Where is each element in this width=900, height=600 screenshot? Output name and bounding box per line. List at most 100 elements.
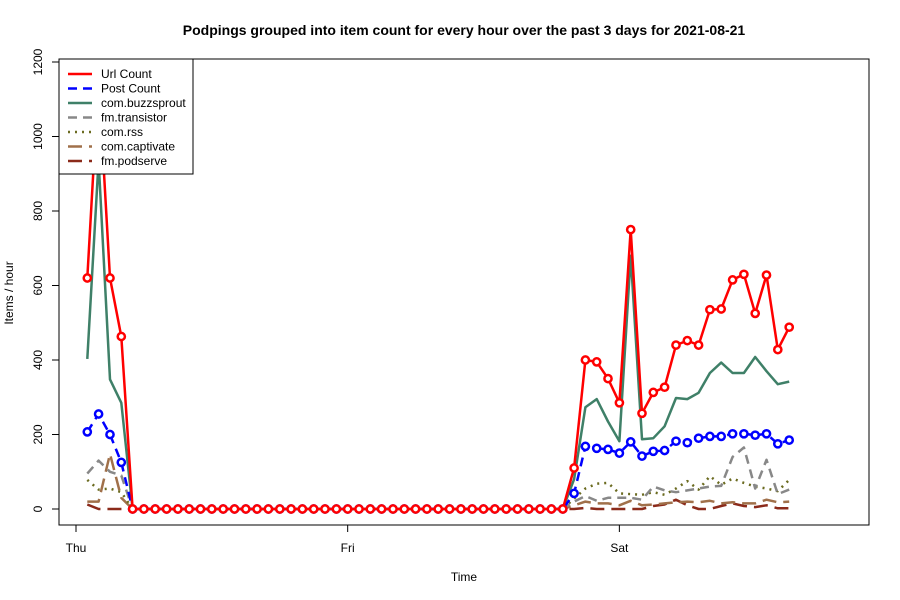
data-point (116, 457, 127, 468)
data-point (184, 504, 195, 514)
data-point (569, 463, 579, 473)
data-point (365, 504, 376, 514)
series-layer (82, 73, 795, 514)
data-point (501, 504, 512, 514)
data-point (750, 308, 761, 319)
data-point (546, 504, 557, 514)
data-point (750, 430, 761, 441)
data-point (637, 408, 647, 419)
data-point (150, 504, 161, 514)
data-point (354, 504, 364, 514)
data-point (727, 428, 738, 439)
series-com-buzzsprout (86, 159, 790, 511)
data-point (433, 504, 444, 514)
data-point (591, 443, 602, 454)
y-tick-label: 600 (31, 275, 45, 295)
legend-label: com.buzzsprout (101, 96, 186, 110)
y-tick-label: 1000 (31, 123, 45, 150)
series-post-count (82, 409, 795, 514)
data-point (761, 270, 772, 280)
data-point (648, 446, 659, 457)
legend-label: com.captivate (101, 140, 175, 154)
data-point (331, 504, 342, 514)
data-point (682, 335, 693, 346)
data-point (127, 504, 138, 514)
legend-label: Url Count (101, 67, 152, 81)
data-point (557, 504, 568, 514)
data-point (580, 355, 591, 365)
data-point (603, 373, 613, 384)
data-point (739, 269, 749, 280)
data-point (784, 435, 795, 445)
data-point (580, 441, 591, 452)
x-tick-label: Fri (341, 541, 355, 555)
data-point (671, 340, 681, 350)
data-point (388, 504, 398, 514)
data-point (772, 344, 783, 355)
legend-box (58, 58, 194, 175)
legend-label: com.rss (101, 125, 143, 139)
x-axis: Thu Fri Sat (66, 524, 629, 555)
data-point (705, 304, 715, 315)
data-point (206, 504, 217, 514)
data-point (772, 438, 783, 449)
data-point (784, 322, 795, 333)
data-point (173, 504, 183, 514)
x-tick-label: Thu (66, 541, 87, 555)
data-point (659, 445, 670, 456)
series-fm-transistor (86, 446, 790, 511)
data-point (523, 504, 534, 514)
data-point (229, 504, 240, 514)
y-tick-label: 1200 (31, 48, 45, 75)
data-point (467, 504, 478, 514)
y-tick-label: 200 (31, 424, 45, 444)
chart-title: Podpings grouped into item count for eve… (183, 22, 746, 38)
data-point (263, 504, 274, 514)
data-point (603, 444, 613, 455)
series-url-count (82, 73, 795, 514)
data-point (761, 428, 772, 439)
data-point (716, 431, 727, 442)
series-line (87, 452, 790, 511)
data-point (139, 504, 149, 514)
data-point (218, 504, 229, 514)
series-line (86, 446, 790, 511)
data-point (625, 224, 636, 235)
series-com-captivate (87, 452, 790, 511)
data-point (614, 448, 625, 458)
data-point (82, 427, 93, 437)
data-point (727, 275, 738, 285)
data-point (705, 431, 715, 442)
data-point (716, 304, 727, 314)
series-line (86, 159, 790, 511)
data-point (240, 504, 251, 514)
legend-label: fm.podserve (101, 154, 167, 168)
data-point (591, 357, 602, 367)
legend-label: fm.transistor (101, 111, 167, 125)
series-line (86, 412, 790, 511)
y-tick-label: 800 (31, 201, 45, 221)
data-point (614, 397, 625, 408)
data-point (342, 504, 353, 514)
data-point (320, 504, 330, 514)
data-point (478, 504, 489, 514)
data-point (512, 504, 523, 514)
legend-label: Post Count (101, 82, 161, 96)
data-point (308, 504, 319, 514)
data-point (444, 504, 455, 514)
y-axis-label: Items / hour (2, 261, 16, 324)
data-point (105, 429, 115, 440)
data-point (637, 451, 647, 461)
data-point (399, 504, 410, 514)
data-point (161, 504, 172, 514)
data-point (116, 331, 127, 342)
data-point (739, 428, 749, 439)
data-point (93, 409, 104, 419)
y-tick-label: 400 (31, 350, 45, 370)
data-point (489, 504, 500, 514)
y-tick-label: 0 (31, 505, 45, 512)
y-axis: 0 200 400 600 800 1000 1200 (31, 48, 60, 512)
data-point (274, 504, 285, 514)
data-point (693, 340, 704, 350)
